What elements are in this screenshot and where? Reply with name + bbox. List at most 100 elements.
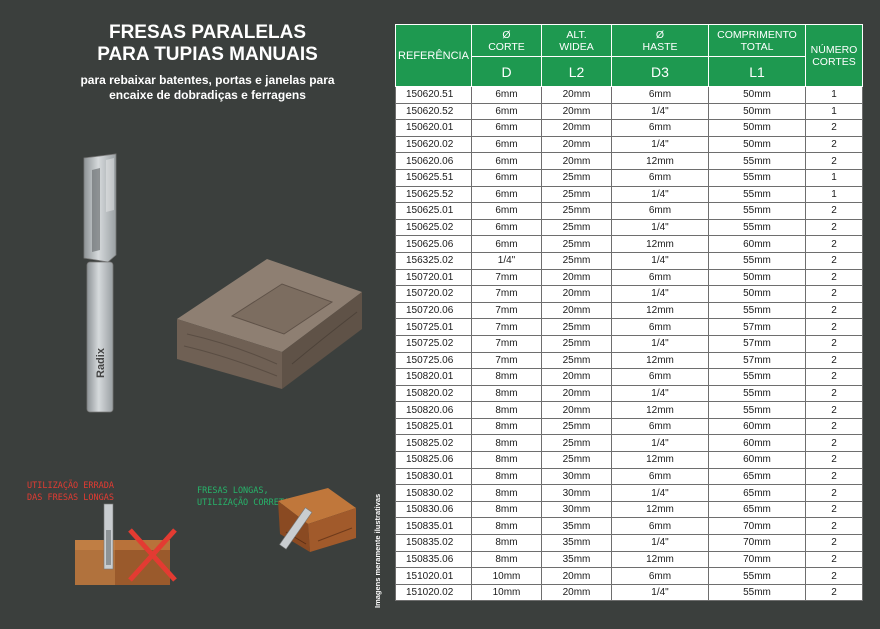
table-cell: 55mm: [708, 368, 806, 386]
table-cell: 12mm: [611, 401, 709, 419]
table-cell: 35mm: [541, 534, 612, 552]
table-cell: 20mm: [541, 368, 612, 386]
table-cell: 20mm: [541, 135, 612, 154]
subtitle-line-2: encaixe de dobradiças e ferragens: [109, 88, 306, 102]
left-panel: FRESAS PARALELAS PARA TUPIAS MANUAIS par…: [0, 0, 390, 629]
table-header-row: REFERÊNCIA Ø CORTE ALT. WIDEA Ø HASTE COMPR…: [395, 24, 863, 87]
table-cell: 8mm: [471, 517, 542, 536]
table-row: 150830.01 8mm 30mm 6mm 65mm 2: [395, 467, 863, 486]
table-cell: 1/4": [611, 334, 709, 353]
correct-use-line-2: UTILIZAÇÃO CORRETA: [197, 498, 290, 508]
header-code-l1: L1: [708, 56, 806, 87]
wrong-use-label: UTILIZAÇÃO ERRADA DAS FRESAS LONGAS: [27, 480, 114, 504]
table-row: 150720.02 7mm 20mm 1/4" 50mm 2: [395, 285, 863, 303]
table-row: 150625.01 6mm 25mm 6mm 55mm 2: [395, 202, 863, 220]
table-cell: 8mm: [471, 500, 542, 519]
table-cell: 50mm: [708, 285, 806, 303]
table-cell: 25mm: [541, 451, 612, 469]
header-numero-line-1: NÚMERO: [810, 43, 858, 56]
table-cell: 12mm: [611, 550, 709, 569]
table-row: 150620.06 6mm 20mm 12mm 55mm 2: [395, 152, 863, 170]
bit-brand-text: Radix: [95, 347, 107, 378]
table-cell: 25mm: [541, 235, 612, 253]
table-cell: 12mm: [611, 301, 709, 320]
table-cell: 6mm: [471, 135, 542, 154]
header-haste-symbol: Ø: [655, 28, 665, 41]
table-row: 150620.02 6mm 20mm 1/4" 50mm 2: [395, 135, 863, 154]
illustrative-note: Imagens meramente ilustrativas: [373, 493, 382, 608]
table-body: 150620.51 6mm 20mm 6mm 50mm 1 150620.52 6mm 20mm…: [395, 86, 863, 602]
table-cell: 2: [805, 351, 863, 370]
table-cell: 2: [805, 268, 863, 287]
table-cell: 50mm: [708, 102, 806, 121]
table-cell: 1/4": [611, 185, 709, 204]
table-cell: 25mm: [541, 185, 612, 204]
header-corte-symbol: Ø: [502, 28, 511, 41]
table-cell: 8mm: [471, 534, 542, 552]
table-row: 150725.06 7mm 25mm 12mm 57mm 2: [395, 351, 863, 370]
table-cell: 150625.06: [395, 235, 472, 253]
table-cell: 65mm: [708, 467, 806, 486]
table-cell: 55mm: [708, 152, 806, 170]
table-cell: 7mm: [471, 301, 542, 320]
table-cell: 8mm: [471, 467, 542, 486]
table-cell: 25mm: [541, 417, 612, 436]
table-cell: 30mm: [541, 484, 612, 502]
table-cell: 6mm: [471, 185, 542, 204]
table-cell: 150625.01: [395, 202, 472, 220]
table-cell: 2: [805, 251, 863, 270]
page-subtitle: para rebaixar batentes, portas e janelas…: [60, 73, 355, 103]
router-bit-image: Radix: [83, 153, 117, 413]
table-cell: 1: [805, 185, 863, 204]
table-row: 151020.01 10mm 20mm 6mm 55mm 2: [395, 567, 863, 585]
table-cell: 1/4": [611, 251, 709, 270]
table-cell: 2: [805, 218, 863, 237]
page-title: FRESAS PARALELAS PARA TUPIAS MANUAIS: [30, 22, 385, 66]
table-cell: 150820.01: [395, 368, 472, 386]
table-cell: 20mm: [541, 401, 612, 419]
wrong-use-image: [75, 503, 177, 585]
correct-use-image: [278, 488, 356, 552]
table-cell: 2: [805, 434, 863, 453]
table-cell: 8mm: [471, 451, 542, 469]
table-row: 150725.02 7mm 25mm 1/4" 57mm 2: [395, 334, 863, 353]
table-cell: 55mm: [708, 168, 806, 187]
table-cell: 2: [805, 318, 863, 336]
table-cell: 50mm: [708, 119, 806, 137]
header-corte: Ø CORTE: [471, 24, 542, 57]
table-cell: 57mm: [708, 318, 806, 336]
table-cell: 60mm: [708, 235, 806, 253]
table-cell: 1: [805, 168, 863, 187]
table-cell: 7mm: [471, 318, 542, 336]
wrong-use-line-1: UTILIZAÇÃO ERRADA: [27, 481, 114, 491]
table-cell: 57mm: [708, 351, 806, 370]
table-cell: 2: [805, 285, 863, 303]
table-row: 150825.01 8mm 25mm 6mm 60mm 2: [395, 417, 863, 436]
table-cell: 150830.02: [395, 484, 472, 502]
table-row: 150720.01 7mm 20mm 6mm 50mm 2: [395, 268, 863, 287]
table-cell: 2: [805, 301, 863, 320]
table-cell: 20mm: [541, 86, 612, 104]
wooden-block-image: [177, 259, 362, 389]
table-cell: 150820.06: [395, 401, 472, 419]
table-cell: 55mm: [708, 301, 806, 320]
table-row: 150625.51 6mm 25mm 6mm 55mm 1: [395, 168, 863, 187]
table-cell: 7mm: [471, 334, 542, 353]
table-row: 156325.02 1/4" 25mm 1/4" 55mm 2: [395, 251, 863, 270]
table-cell: 150625.51: [395, 168, 472, 187]
table-cell: 151020.01: [395, 567, 472, 585]
header-code-d: D: [471, 56, 542, 87]
table-cell: 55mm: [708, 567, 806, 585]
header-alt-line-1: ALT.: [566, 28, 587, 41]
table-cell: 12mm: [611, 235, 709, 253]
subtitle-line-1: para rebaixar batentes, portas e janelas…: [80, 73, 335, 87]
table-row: 150835.02 8mm 35mm 1/4" 70mm 2: [395, 534, 863, 552]
table-cell: 2: [805, 583, 863, 602]
table-cell: 2: [805, 567, 863, 585]
table-row: 150620.51 6mm 20mm 6mm 50mm 1: [395, 86, 863, 104]
table-cell: 6mm: [611, 318, 709, 336]
table-cell: 2: [805, 417, 863, 436]
table-cell: 6mm: [611, 368, 709, 386]
table-cell: 6mm: [611, 86, 709, 104]
table-cell: 2: [805, 135, 863, 154]
